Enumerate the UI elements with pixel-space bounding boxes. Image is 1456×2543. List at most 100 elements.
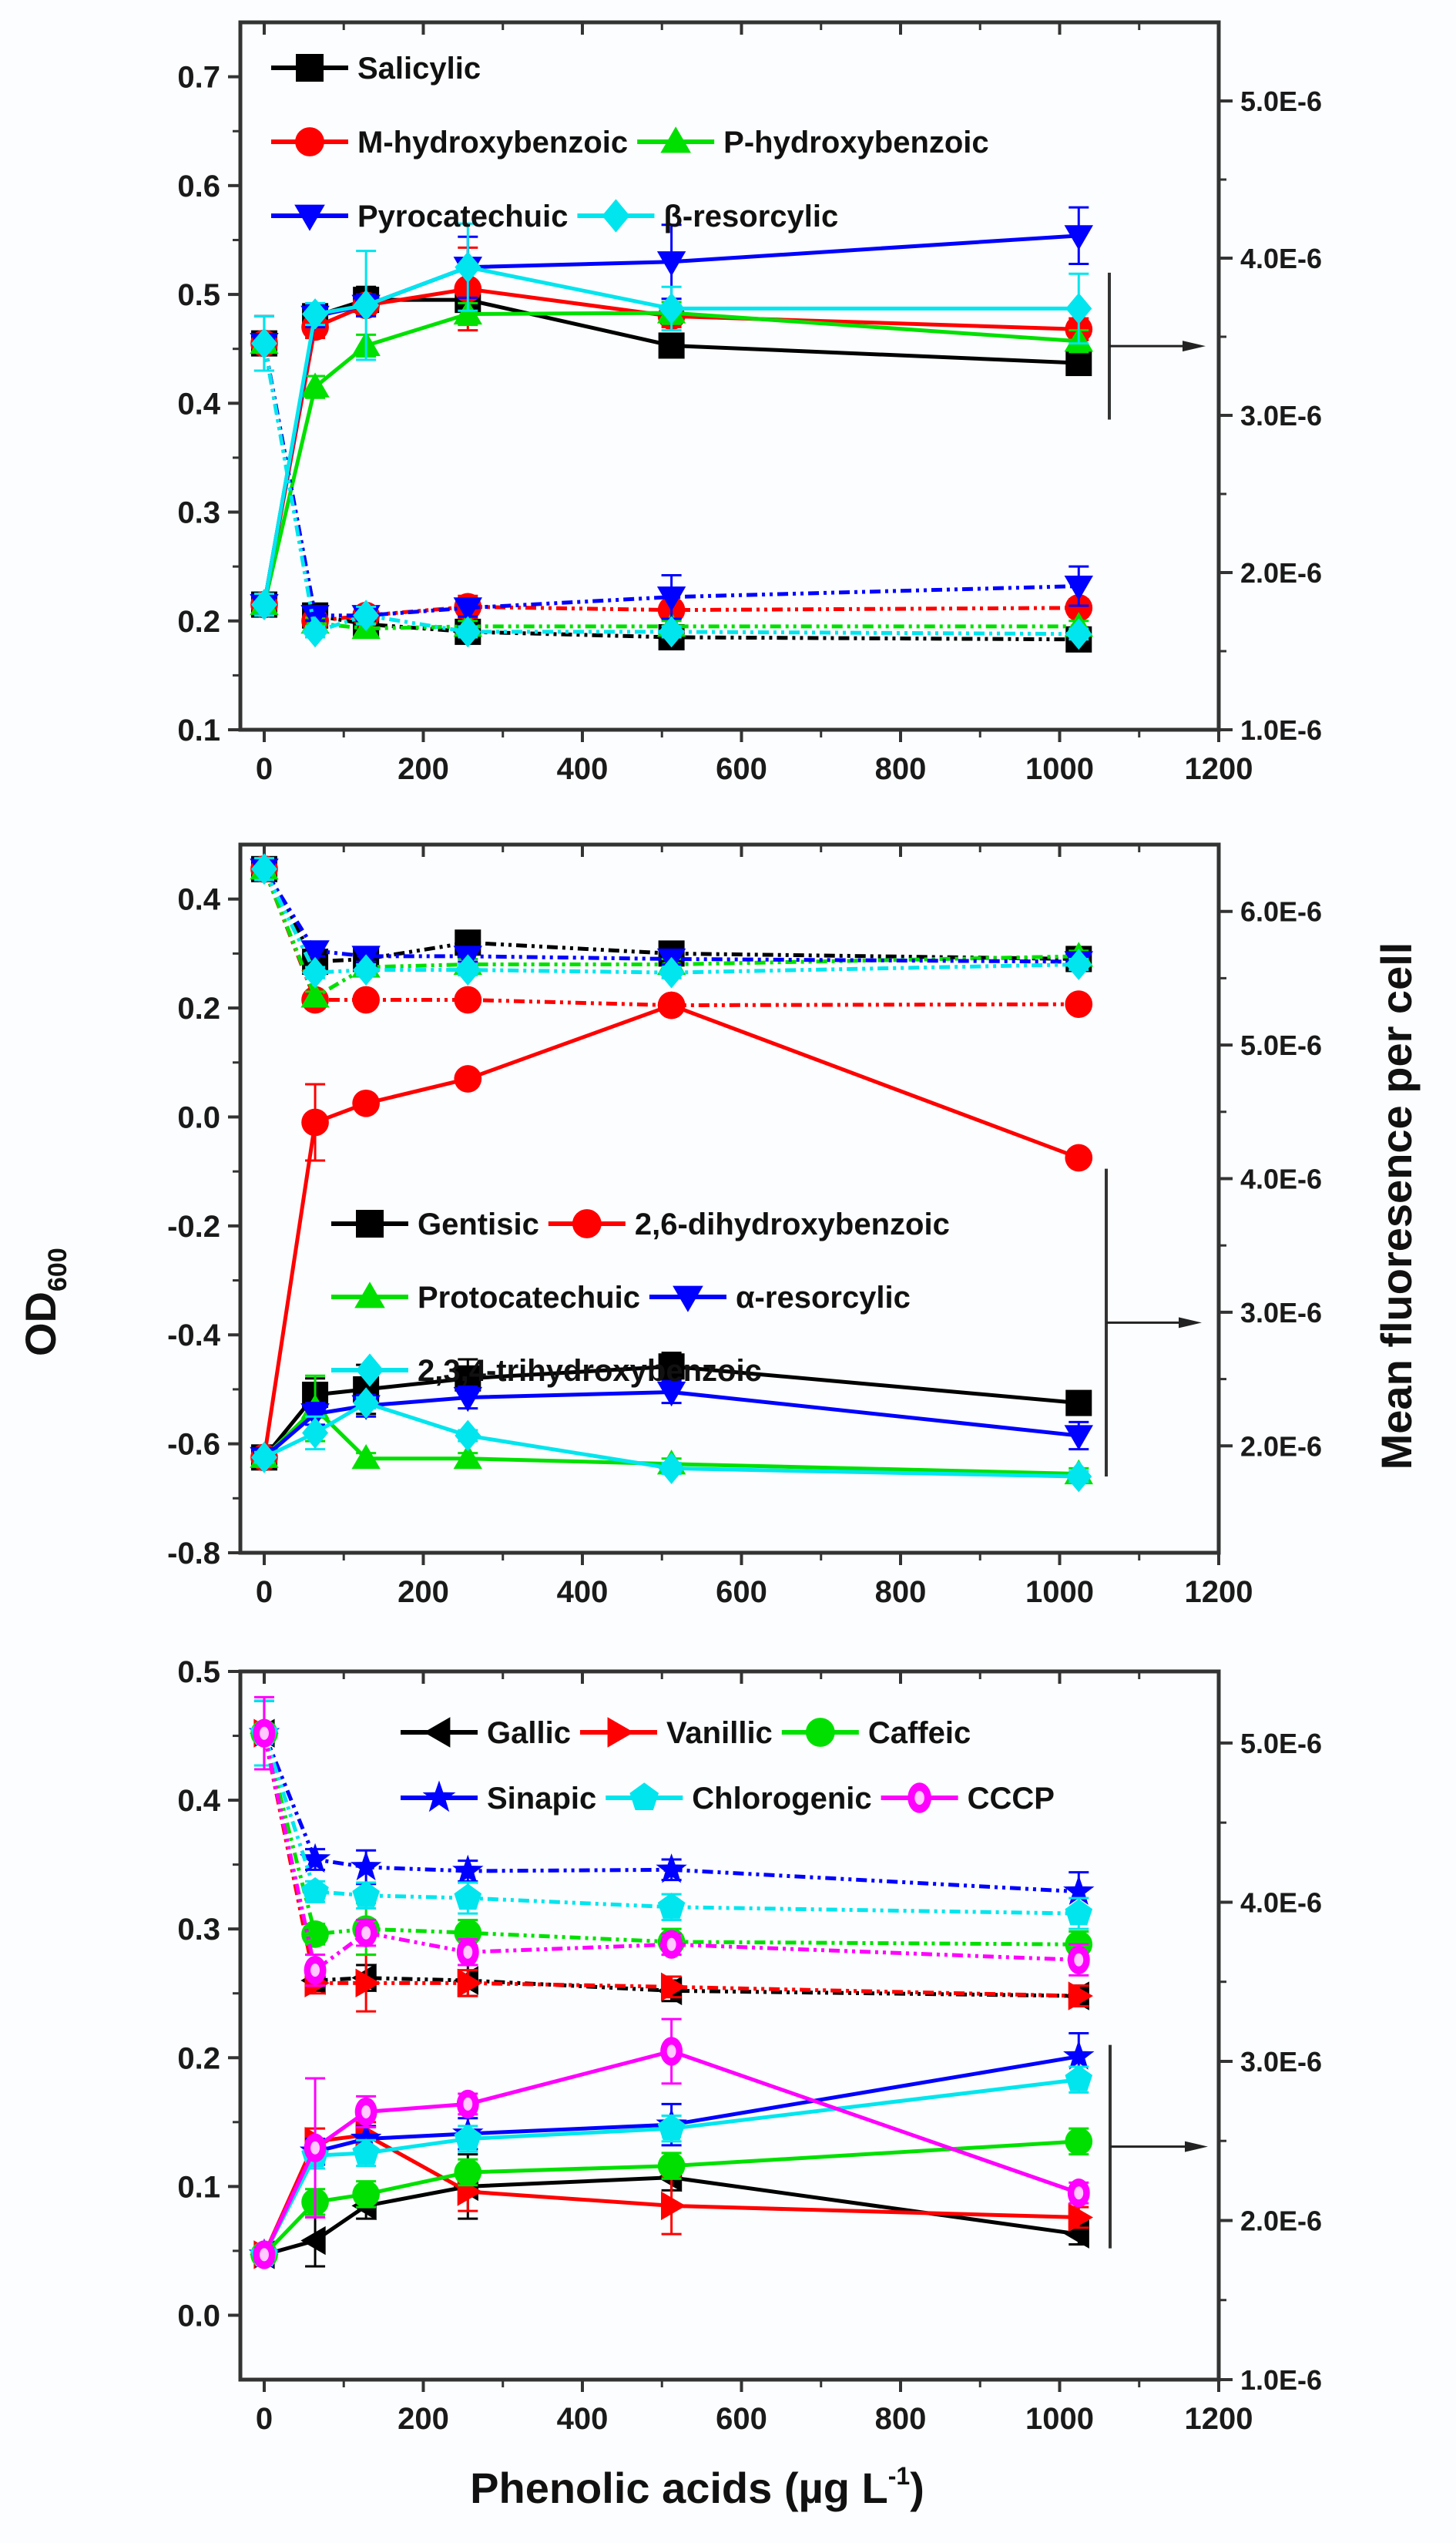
- legend-label: Gallic: [487, 1716, 571, 1750]
- data-point: [1064, 1425, 1093, 1450]
- data-point: [1064, 575, 1093, 601]
- y-tick-label: -0.2: [167, 1210, 220, 1244]
- y2-tick-label: 2.0E-6: [1240, 1430, 1322, 1462]
- y-tick-label: 0.2: [177, 992, 220, 1026]
- y2-tick-label: 1.0E-6: [1240, 714, 1322, 746]
- data-point: [457, 1968, 483, 1998]
- fluorescence-solid-line: [263, 1389, 1079, 1460]
- od-dashed-line: [262, 1732, 1079, 1998]
- od-dashed-line: [262, 1732, 1079, 1947]
- data-point: [452, 1854, 484, 1885]
- od-dashed-line: [262, 1732, 1079, 1916]
- legend-marker: [356, 1353, 384, 1387]
- data-point: [658, 293, 685, 324]
- legend-item: Chlorogenic: [606, 1782, 872, 1816]
- od-dashed-line: [262, 343, 1079, 618]
- y2-tick-label: 4.0E-6: [1240, 1886, 1322, 1918]
- data-point: [302, 1417, 329, 1449]
- legend-marker: [294, 204, 325, 231]
- legend-label: Gentisic: [418, 1208, 539, 1241]
- data-point-inner: [361, 2105, 371, 2118]
- y-tick-label: 0.1: [177, 714, 220, 747]
- fluorescence-solid-line: [262, 2078, 1079, 2256]
- x-tick-label: 600: [716, 1575, 767, 1609]
- x-axis-title-main: Phenolic acids (µg L: [470, 2464, 888, 2512]
- legend-item: Gentisic: [331, 1208, 539, 1241]
- legend-label: Chlorogenic: [692, 1782, 871, 1816]
- y-tick-label: 0.6: [177, 170, 220, 203]
- series--resorcylic: [250, 222, 1092, 650]
- data-point: [299, 1843, 331, 1873]
- data-point: [351, 1444, 381, 1470]
- data-point: [455, 616, 481, 648]
- data-point: [352, 2180, 380, 2209]
- data-point: [1065, 1460, 1092, 1493]
- legend-marker-inner: [914, 1791, 924, 1805]
- y-tick-label: 0.2: [177, 605, 220, 639]
- data-point: [454, 1883, 482, 1910]
- y-tick-label: 0.7: [177, 61, 220, 95]
- y-tick-label: 0.0: [177, 2299, 220, 2333]
- legend-item: 2,3,4-trihydroxybenzoic: [331, 1353, 762, 1388]
- data-point: [1065, 1389, 1092, 1416]
- data-point: [353, 600, 380, 632]
- data-point: [300, 2226, 326, 2256]
- data-point: [658, 616, 685, 648]
- data-point: [1068, 2202, 1093, 2232]
- data-point: [658, 332, 685, 359]
- data-point: [657, 1893, 686, 1919]
- data-point: [454, 2124, 482, 2151]
- x-tick-label: 400: [557, 752, 609, 786]
- plot-frame: [238, 842, 1221, 1555]
- y-tick-label: 0.4: [177, 883, 220, 917]
- left-axis-title-main: OD: [16, 1292, 65, 1356]
- od-dashed-line: [262, 1732, 1079, 1974]
- data-point: [657, 2114, 686, 2141]
- y2-tick-label: 2.0E-6: [1240, 2205, 1322, 2236]
- fluorescence-solid-line: [262, 311, 1079, 606]
- data-point: [453, 299, 483, 325]
- y2-tick-label: 6.0E-6: [1240, 896, 1322, 928]
- y2-tick-label: 5.0E-6: [1240, 1030, 1322, 1061]
- y-tick-label: -0.6: [167, 1428, 220, 1462]
- legend-label: α-resorcylic: [736, 1281, 911, 1315]
- data-point: [1065, 350, 1092, 377]
- arrow-head-icon: [1185, 2141, 1208, 2152]
- y2-tick-label: 3.0E-6: [1240, 400, 1322, 432]
- left-axis-title: OD600: [16, 1248, 72, 1356]
- legend-label: P-hydroxybenzoic: [723, 126, 989, 160]
- x-tick-label: 0: [256, 2402, 273, 2436]
- data-point: [301, 1920, 329, 1948]
- y-tick-label: 0.3: [177, 1913, 220, 1947]
- data-point: [355, 1968, 381, 1998]
- legend-item: Salicylic: [271, 52, 481, 86]
- y-tick-label: -0.4: [167, 1319, 221, 1352]
- data-point: [1063, 1875, 1095, 1905]
- data-point: [657, 991, 686, 1020]
- x-tick-label: 400: [557, 2402, 609, 2436]
- data-point: [353, 954, 380, 986]
- arrow-head-icon: [1183, 341, 1206, 352]
- od-dashed-line: [262, 343, 1079, 631]
- legend-item: CCCP: [881, 1782, 1055, 1816]
- y2-tick-label: 3.0E-6: [1240, 1297, 1322, 1329]
- data-point: [301, 1877, 329, 1903]
- data-point-inner: [1074, 1953, 1084, 1967]
- y-tick-label: 0.4: [177, 387, 220, 421]
- data-point: [352, 986, 380, 1014]
- legend-item: β-resorcylic: [577, 199, 838, 233]
- fluorescence-solid-line: [262, 2049, 1080, 2256]
- legend-marker: [296, 54, 324, 82]
- panel-middle: 0 200 400 600 800 1000 1200 -0.8 -0.6 -0.4 -0.2 0.0…: [167, 842, 1322, 1609]
- fluorescence-solid-line: [262, 1003, 1080, 1458]
- legend-label: Pyrocatechuic: [357, 200, 568, 233]
- data-point: [1065, 1144, 1093, 1172]
- data-point: [250, 1441, 277, 1473]
- arrow-head-icon: [1179, 1317, 1202, 1329]
- data-point-inner: [260, 2248, 269, 2262]
- data-point: [1065, 2128, 1093, 2155]
- data-point: [300, 983, 330, 1008]
- y2-tick-label: 4.0E-6: [1240, 243, 1322, 274]
- legend-marker: [295, 127, 324, 156]
